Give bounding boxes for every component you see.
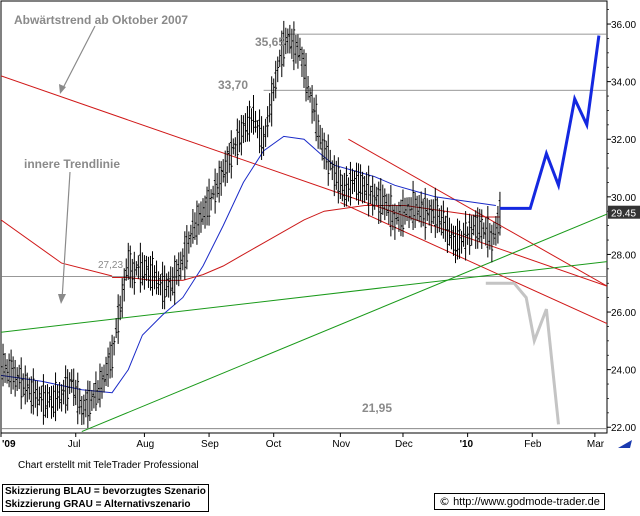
x-tick-label-2: Aug <box>136 439 154 450</box>
level-lines <box>1 33 607 430</box>
scenario-grey-line <box>485 281 560 425</box>
moving-averages <box>1 135 500 394</box>
ma-line-1 <box>112 205 500 281</box>
trendline-4 <box>1 261 607 333</box>
annotations: Abwärtstrend ab Oktober 2007 innere Tren… <box>14 13 392 415</box>
x-tick-label-3: Sep <box>201 439 219 450</box>
scenario-sketches <box>485 35 601 425</box>
level-label-35-65: 35,65 <box>255 35 285 49</box>
scenario-blue-line <box>499 35 601 210</box>
y-tick-label-2: 26.00 <box>611 308 636 319</box>
trendline-3 <box>340 202 607 325</box>
svg-text:29.45: 29.45 <box>611 209 636 220</box>
current-price-tag: 29.45 <box>608 205 640 220</box>
y-tick-label-0: 22.00 <box>611 423 636 434</box>
y-tick-label-5: 32.00 <box>611 135 636 146</box>
note-blue: Skizzierung BLAU = bevorzugtes Szenario <box>5 486 206 497</box>
note-grey: Skizzierung GRAU = Alternativszenario <box>5 499 191 510</box>
price-bars <box>1 20 502 429</box>
x-tick-label-5: Nov <box>332 439 350 450</box>
level-label-27-23: 27,23 <box>98 260 123 271</box>
x-tick-label-8: Feb <box>524 439 542 450</box>
copyright-icon: © <box>439 495 450 508</box>
y-tick-label-7: 36.00 <box>611 20 636 31</box>
x-tick-label-9: Mar <box>587 439 605 450</box>
source-url: http://www.godmode-trader.de <box>453 496 600 508</box>
x-tick-label-1: Jul <box>68 439 81 450</box>
scenario-notes: Skizzierung BLAU = bevorzugtes Szenario … <box>2 484 209 512</box>
x-tick-label-6: Dec <box>395 439 413 450</box>
level-label-21-95: 21,95 <box>362 401 392 415</box>
y-axis: 22.00 24.00 26.00 28.00 30.00 32.00 34.00 36.00 <box>607 9 636 434</box>
trendline-0 <box>1 75 607 287</box>
y-tick-label-1: 24.00 <box>611 366 636 377</box>
y-tick-label-6: 34.00 <box>611 78 636 89</box>
ma-line-0 <box>1 135 496 394</box>
trendline-1 <box>1 219 113 277</box>
source-link[interactable]: © http://www.godmode-trader.de <box>434 493 605 510</box>
trendlines <box>1 75 607 433</box>
x-tick-label-4: Oct <box>266 439 282 450</box>
annotation-inner-trendline: innere Trendlinie <box>24 157 120 171</box>
level-label-33-70: 33,70 <box>218 78 248 92</box>
x-tick-label-0: '09 <box>2 439 16 450</box>
trendline-5 <box>81 213 607 433</box>
scroll-arrow-icon[interactable] <box>616 437 638 450</box>
y-tick-label-3: 28.00 <box>611 250 636 261</box>
annotation-downtrend: Abwärtstrend ab Oktober 2007 <box>14 13 188 27</box>
chart-credit: Chart erstellt mit TeleTrader Profession… <box>18 460 199 471</box>
y-tick-label-4: 30.00 <box>611 193 636 204</box>
x-axis: '09 Jul Aug Sep Oct Nov Dec '10 Feb Mar <box>0 433 605 450</box>
x-tick-label-7: '10 <box>460 439 474 450</box>
